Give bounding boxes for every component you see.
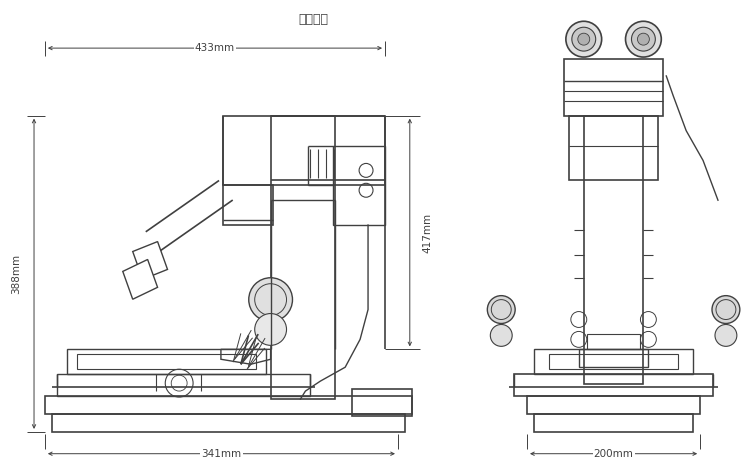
- Circle shape: [566, 21, 602, 57]
- Circle shape: [572, 27, 596, 51]
- Bar: [333, 146, 385, 225]
- Circle shape: [626, 21, 662, 57]
- Text: 外形尺寸: 外形尺寸: [298, 13, 328, 26]
- Bar: [527, 396, 700, 414]
- Polygon shape: [122, 260, 158, 299]
- Circle shape: [255, 314, 287, 345]
- Bar: [534, 414, 693, 432]
- Text: 433mm: 433mm: [195, 43, 235, 53]
- Bar: [569, 116, 659, 180]
- Bar: [352, 389, 412, 416]
- Bar: [77, 354, 255, 369]
- Text: 417mm: 417mm: [423, 212, 433, 252]
- Bar: [514, 374, 713, 396]
- Bar: [584, 116, 644, 384]
- Bar: [587, 334, 641, 349]
- Circle shape: [490, 325, 512, 346]
- Circle shape: [249, 278, 292, 322]
- Circle shape: [632, 27, 656, 51]
- Bar: [67, 349, 266, 374]
- Circle shape: [715, 325, 737, 346]
- Polygon shape: [133, 242, 167, 279]
- Circle shape: [712, 296, 740, 324]
- Bar: [564, 59, 663, 116]
- Bar: [579, 349, 648, 367]
- Bar: [223, 116, 385, 185]
- Circle shape: [487, 296, 515, 324]
- Text: 200mm: 200mm: [593, 449, 634, 459]
- Bar: [57, 374, 310, 396]
- Text: 388mm: 388mm: [11, 254, 21, 294]
- Bar: [52, 414, 405, 432]
- Bar: [549, 354, 678, 369]
- Bar: [45, 396, 412, 414]
- Bar: [270, 116, 335, 399]
- Circle shape: [638, 33, 650, 45]
- Circle shape: [578, 33, 590, 45]
- Bar: [534, 349, 693, 374]
- Bar: [223, 185, 273, 225]
- Text: 341mm: 341mm: [201, 449, 242, 459]
